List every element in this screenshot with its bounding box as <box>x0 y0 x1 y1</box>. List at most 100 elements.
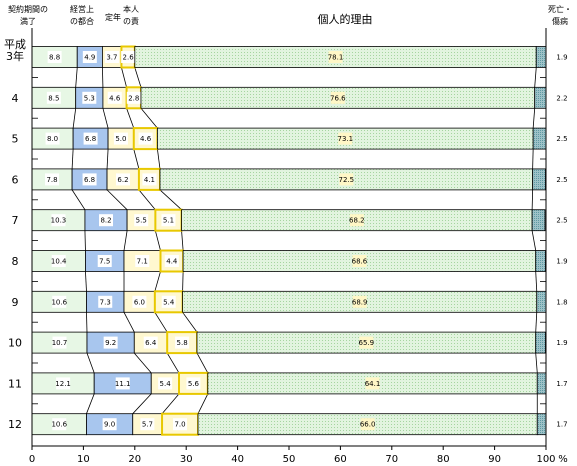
data-label: 6.4 <box>145 339 157 347</box>
bar-segment-6 <box>536 290 547 313</box>
connector-line <box>126 108 135 129</box>
connector-line <box>531 230 537 251</box>
data-label-bg <box>138 132 153 145</box>
bar-segment-6 <box>531 209 546 232</box>
connector-line <box>72 108 77 129</box>
data-label-bg <box>45 173 60 186</box>
data-label: 9.0 <box>104 421 115 429</box>
connector-line <box>86 393 95 414</box>
data-label-bg <box>135 255 150 267</box>
data-label: 4.6 <box>109 94 121 102</box>
data-label: 6.0 <box>134 298 145 306</box>
connector-line <box>196 352 209 374</box>
data-label-bg <box>328 51 343 63</box>
data-label: 72.5 <box>339 176 355 184</box>
data-label-bg <box>121 51 136 63</box>
x-tick-label: 60 <box>334 454 347 465</box>
x-tick-label: 0 <box>29 454 35 465</box>
data-label: 1.9 <box>556 339 567 347</box>
data-label: 6.8 <box>85 135 96 143</box>
series-header: の都合 <box>70 16 94 26</box>
data-label-bg <box>51 214 66 227</box>
data-label: 10.6 <box>51 298 67 306</box>
connector-line <box>123 312 135 333</box>
series-header: 傷病 <box>552 16 568 26</box>
data-label-bg <box>365 377 380 390</box>
connector-line <box>181 230 184 251</box>
data-label-bg <box>82 173 97 186</box>
connector-line <box>182 312 198 333</box>
bar-segment-6 <box>532 127 547 150</box>
bar-segment-6 <box>536 372 547 395</box>
data-label: 5.0 <box>115 135 126 143</box>
data-label: 3.7 <box>106 54 117 62</box>
data-label-bg <box>359 336 374 349</box>
data-label-bg <box>102 418 117 431</box>
connector-line <box>75 67 78 88</box>
connector-line <box>157 149 161 169</box>
connector-line <box>133 352 152 374</box>
data-label-bg <box>97 255 112 267</box>
x-tick-label: 90 <box>488 454 501 465</box>
category-label: 9 <box>12 296 19 309</box>
category-label: 平成 <box>4 38 26 51</box>
data-label: 5.5 <box>136 217 147 225</box>
data-label-bg <box>82 51 97 63</box>
data-label: 5.3 <box>84 94 95 102</box>
data-label-bg <box>330 91 345 104</box>
data-label-bg <box>161 295 176 308</box>
data-label: 78.1 <box>328 54 344 62</box>
x-tick-label: 30 <box>180 454 193 465</box>
connector-line <box>197 393 209 414</box>
data-label-bg <box>126 91 141 104</box>
connector-line <box>140 108 158 129</box>
data-label: 66.0 <box>360 421 376 429</box>
data-label: 5.6 <box>188 380 200 388</box>
data-label: 2.5 <box>556 135 567 143</box>
series-header: 定年 <box>105 12 121 22</box>
data-label-bg <box>161 214 176 227</box>
data-label-bg <box>83 132 98 145</box>
data-label: 7.8 <box>46 176 57 184</box>
data-label: 73.1 <box>337 135 353 143</box>
connector-line <box>532 108 536 129</box>
connector-line <box>85 271 87 292</box>
x-tick-label: 80 <box>437 454 450 465</box>
series-header: の責 <box>123 16 139 26</box>
data-label: 6.8 <box>84 176 95 184</box>
data-label-bg <box>142 173 157 186</box>
data-label: 2.8 <box>128 94 139 102</box>
data-label-bg <box>186 377 201 390</box>
connector-line <box>154 271 161 292</box>
connector-line <box>123 230 128 251</box>
data-label-bg <box>52 418 67 431</box>
data-label: 4.9 <box>84 54 95 62</box>
data-label-bg <box>115 173 130 186</box>
data-label-bg <box>107 91 122 104</box>
bar-segment-6 <box>535 331 546 354</box>
data-label-bg <box>352 295 367 308</box>
data-label: 4.1 <box>144 176 155 184</box>
data-label: 5.4 <box>160 380 172 388</box>
connector-line <box>71 189 86 210</box>
connector-line <box>535 312 538 333</box>
connector-line <box>71 149 74 169</box>
data-label: 2.5 <box>556 176 567 184</box>
data-label: 76.6 <box>330 94 346 102</box>
data-label: 10.6 <box>51 421 67 429</box>
category-label: 10 <box>8 337 22 350</box>
connector-line <box>166 352 180 374</box>
data-label: 7.3 <box>100 298 111 306</box>
category-label: 12 <box>8 418 22 431</box>
x-tick-label: 50 <box>283 454 296 465</box>
category-label: 7 <box>12 214 19 227</box>
data-label-bg <box>143 336 158 349</box>
data-label-bg <box>46 91 61 104</box>
data-label-bg <box>52 295 67 308</box>
x-tick-label: 70 <box>385 454 398 465</box>
connector-line <box>532 149 534 169</box>
data-label-bg <box>140 418 155 431</box>
connector-line <box>138 189 156 210</box>
connector-line <box>102 108 109 129</box>
connector-line <box>106 149 109 169</box>
